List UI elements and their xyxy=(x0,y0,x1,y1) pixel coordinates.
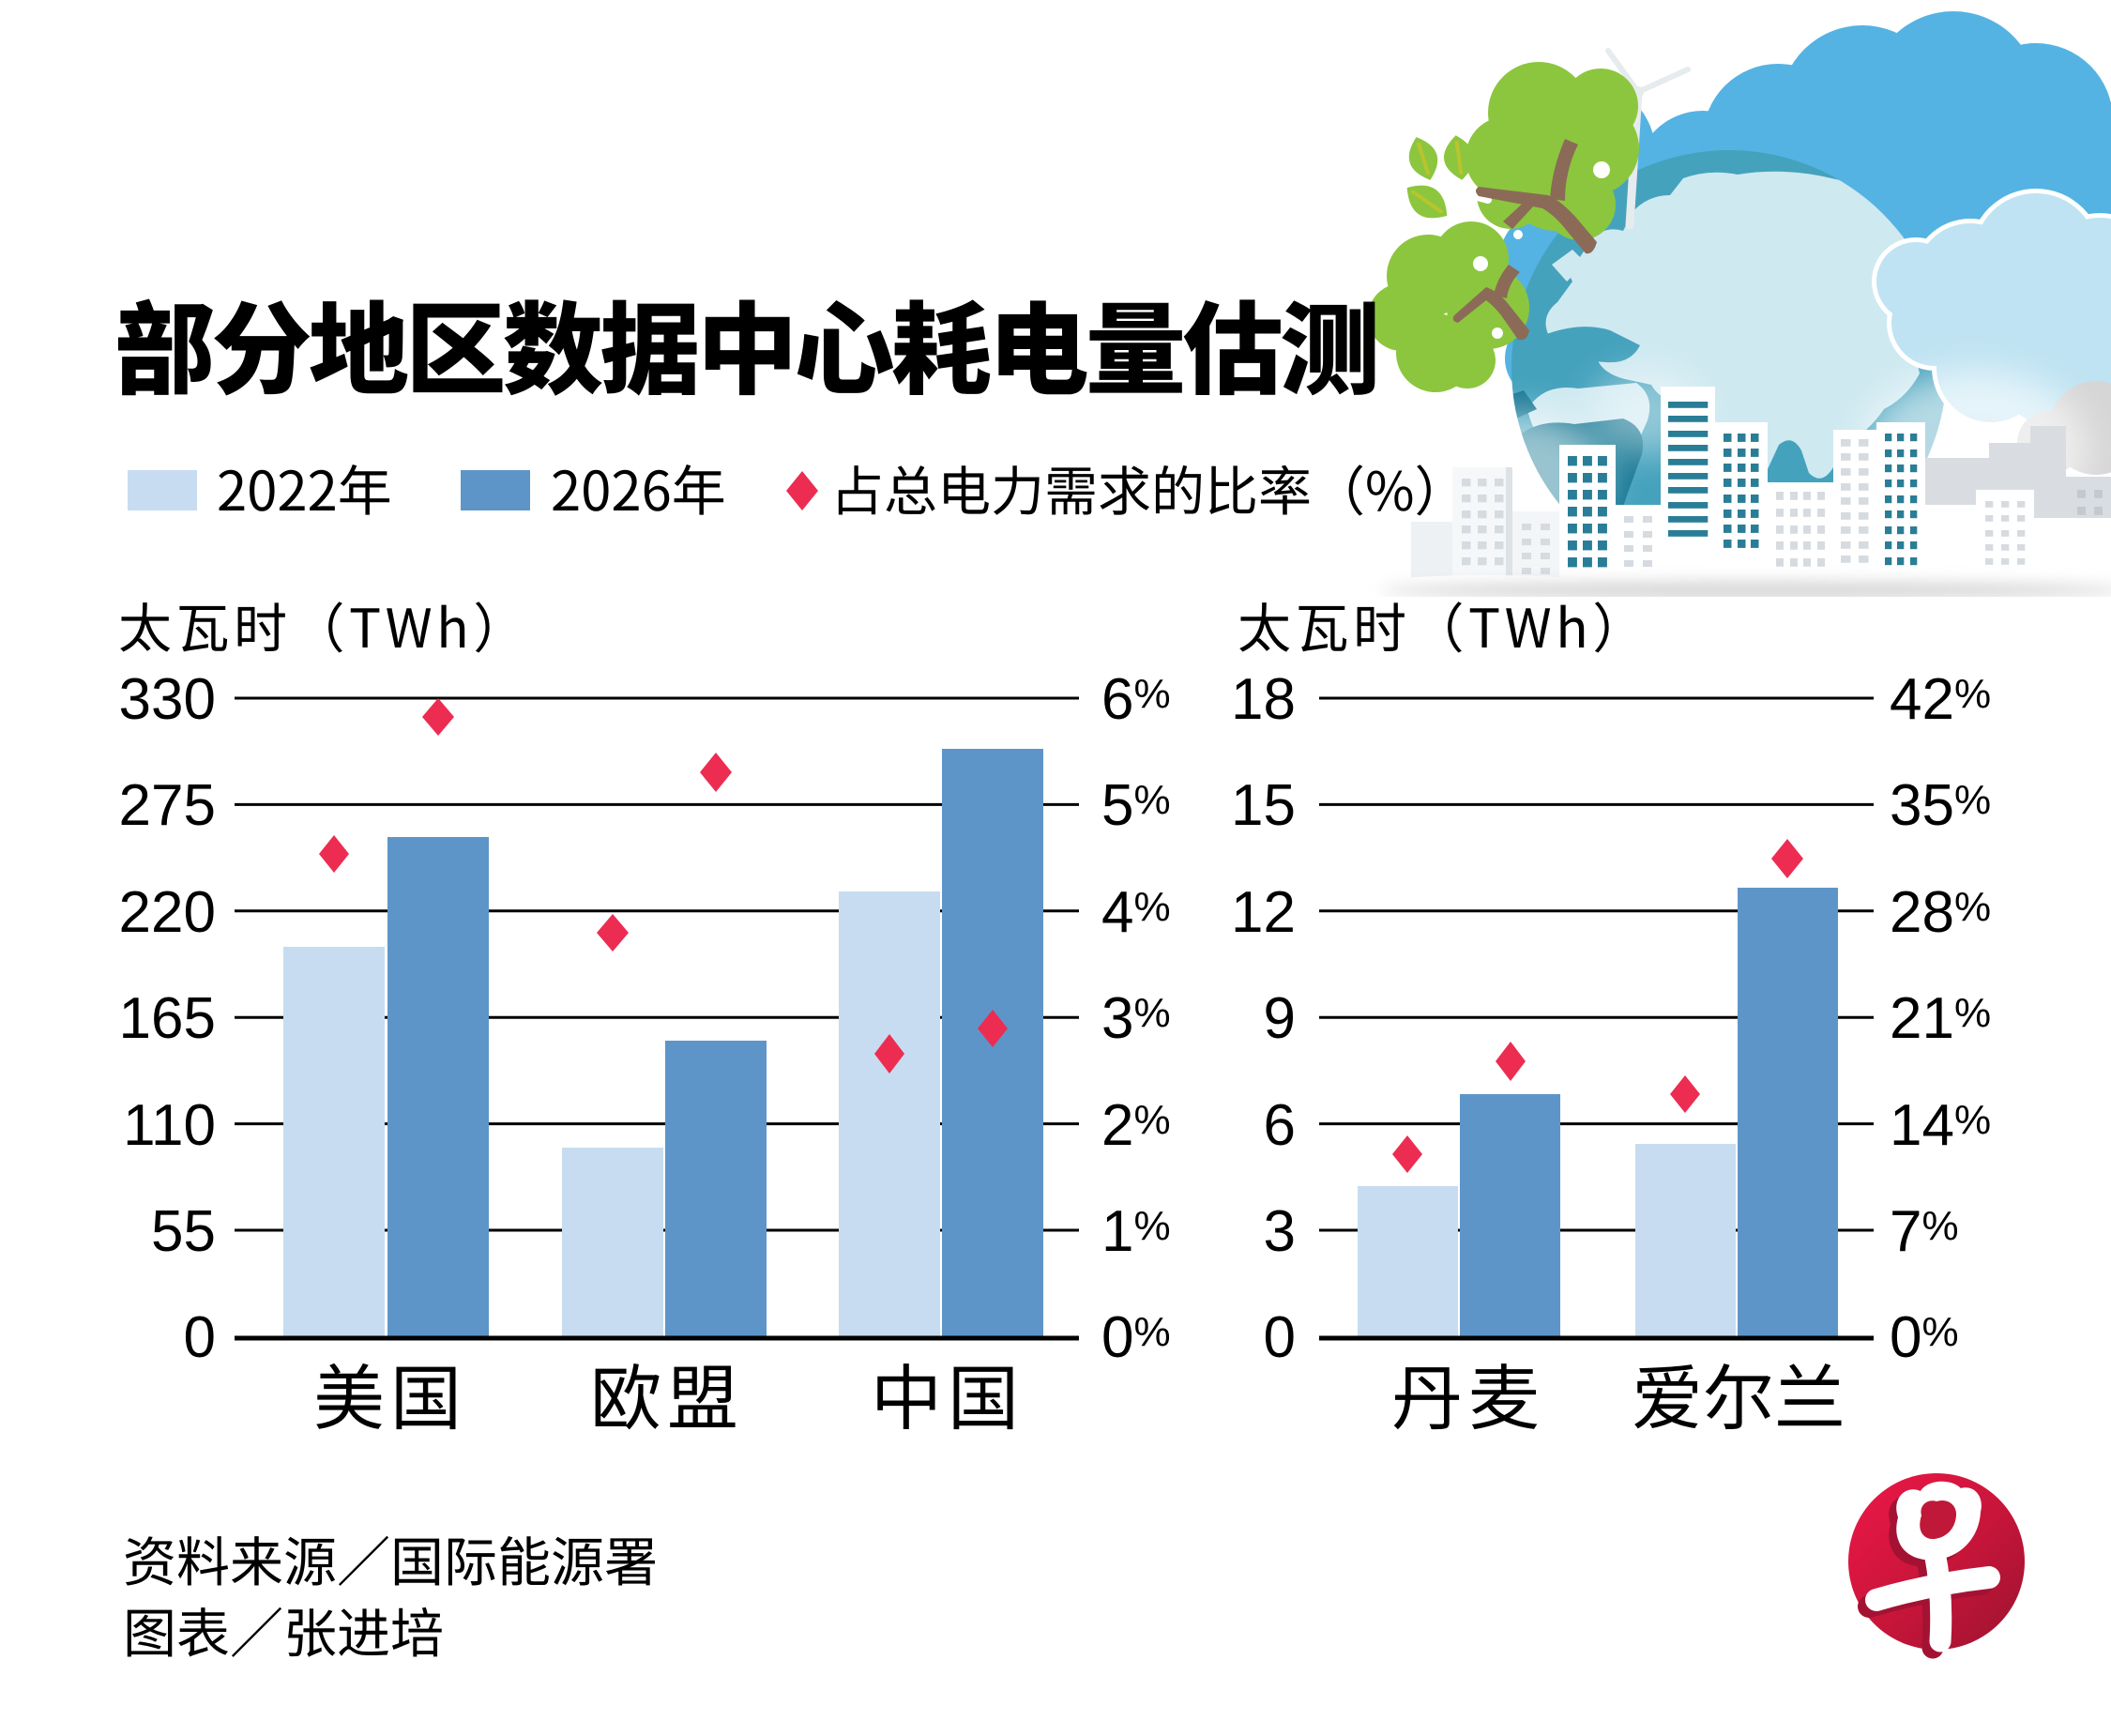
svg-text:55: 55 xyxy=(151,1199,216,1264)
svg-text:165: 165 xyxy=(119,986,216,1051)
svg-text:6: 6 xyxy=(1264,1093,1296,1158)
svg-text:0: 0 xyxy=(1264,1305,1296,1370)
svg-text:275: 275 xyxy=(119,773,216,838)
svg-text:330: 330 xyxy=(119,667,216,732)
svg-text:110: 110 xyxy=(123,1093,216,1158)
svg-text:3: 3 xyxy=(1264,1199,1296,1264)
svg-text:21%: 21% xyxy=(1890,986,1991,1051)
svg-text:220: 220 xyxy=(119,880,216,945)
svg-text:12: 12 xyxy=(1231,880,1296,945)
svg-text:14%: 14% xyxy=(1890,1093,1991,1158)
svg-text:18: 18 xyxy=(1231,667,1296,732)
svg-text:0: 0 xyxy=(184,1305,216,1370)
svg-text:15: 15 xyxy=(1231,773,1296,838)
svg-text:9: 9 xyxy=(1264,986,1296,1051)
